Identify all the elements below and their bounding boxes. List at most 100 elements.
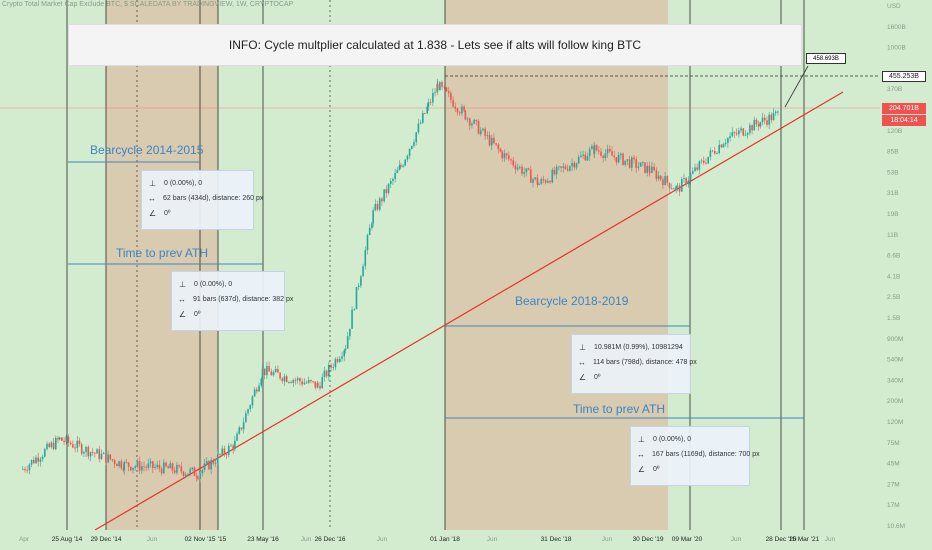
measure-box-4[interactable]: ⊥ 0 (0.00%), 0 ↔ 167 bars (1169d), distanc… bbox=[630, 426, 760, 486]
candle-body bbox=[777, 111, 779, 113]
ath-price-box: 455.253B bbox=[882, 71, 926, 82]
candle-body bbox=[258, 385, 260, 392]
candle-body bbox=[355, 287, 358, 310]
candle-body bbox=[76, 440, 79, 449]
candle-body bbox=[113, 460, 116, 465]
candle-body bbox=[44, 449, 46, 457]
candle-body bbox=[668, 182, 671, 189]
y-tick: 11B bbox=[887, 232, 898, 239]
candle-body bbox=[22, 468, 24, 470]
candle-body bbox=[680, 179, 683, 192]
candle-body bbox=[772, 112, 775, 121]
candle-body bbox=[538, 183, 540, 185]
measure-bars: 114 bars (798d), distance: 478 px bbox=[593, 358, 697, 366]
candle-body bbox=[28, 464, 31, 471]
y-tick: 31B bbox=[887, 190, 899, 197]
x-tick: Apr bbox=[19, 536, 30, 543]
candle-body bbox=[766, 120, 768, 125]
measure-box-3[interactable]: ⊥ 10.981M (0.99%), 10981294 ↔ 114 bars (79… bbox=[571, 334, 697, 394]
candle-body bbox=[613, 155, 616, 158]
y-tick: 900M bbox=[887, 336, 903, 343]
current-price-box: 204.701B bbox=[882, 103, 926, 114]
candle-body bbox=[353, 309, 356, 310]
candle-body bbox=[542, 179, 545, 181]
y-tick: 6.6B bbox=[887, 253, 900, 260]
candle-body bbox=[600, 151, 602, 156]
candle-body bbox=[720, 144, 723, 148]
candle-body bbox=[651, 166, 653, 173]
trendline[interactable] bbox=[94, 91, 844, 531]
candle-body bbox=[713, 150, 716, 154]
candle-body bbox=[26, 470, 28, 471]
measure-box-2[interactable]: ⊥ 0 (0.00%), 0 ↔ 91 bars (637d), distance:… bbox=[171, 271, 293, 331]
candle-body bbox=[673, 188, 675, 190]
candle-body bbox=[199, 473, 201, 479]
candle-body bbox=[635, 159, 638, 168]
candle-body bbox=[203, 463, 206, 470]
candle-body bbox=[268, 365, 270, 372]
y-tick: 1600B bbox=[887, 24, 906, 31]
price-axis[interactable] bbox=[880, 0, 932, 550]
candle-body bbox=[242, 422, 245, 430]
candle-body bbox=[577, 157, 580, 164]
candle-body bbox=[722, 144, 725, 148]
candle-body bbox=[662, 179, 664, 186]
candle-body bbox=[339, 358, 341, 362]
candle-body bbox=[283, 376, 286, 382]
candle-body bbox=[325, 370, 328, 377]
candle-body bbox=[260, 378, 263, 386]
candle-body bbox=[201, 469, 204, 474]
candle-body bbox=[742, 128, 745, 136]
candle-body bbox=[394, 172, 396, 179]
y-tick: 200M bbox=[887, 398, 903, 405]
candle-body bbox=[525, 168, 528, 173]
candle-body bbox=[178, 465, 180, 467]
label-bearcycle-2014: Bearcycle 2014-2015 bbox=[90, 143, 204, 157]
candle-body bbox=[63, 440, 65, 443]
candle-body bbox=[109, 454, 112, 460]
candle-body bbox=[471, 123, 473, 126]
candle-body bbox=[332, 367, 335, 369]
candle-body bbox=[303, 382, 306, 385]
candle-body bbox=[495, 143, 497, 145]
time-axis[interactable] bbox=[0, 530, 880, 550]
candle-body bbox=[729, 136, 731, 139]
candle-body bbox=[628, 159, 631, 168]
candle-body bbox=[547, 181, 549, 183]
candle-body bbox=[523, 172, 526, 174]
candle-body bbox=[65, 436, 68, 443]
candle-body bbox=[400, 165, 402, 167]
candle-body bbox=[562, 166, 565, 168]
candle-body bbox=[314, 381, 317, 388]
candle-body bbox=[46, 443, 48, 450]
candle-body bbox=[249, 405, 252, 410]
candle-body bbox=[733, 132, 736, 134]
candle-body bbox=[468, 118, 471, 126]
candle-body bbox=[334, 359, 337, 368]
candle-body bbox=[272, 372, 275, 376]
candle-body bbox=[107, 454, 109, 463]
candle-body bbox=[173, 470, 176, 473]
candle-body bbox=[336, 359, 339, 362]
candle-body bbox=[604, 153, 607, 159]
measure-box-1[interactable]: ⊥ 0 (0.00%), 0 ↔ 62 bars (434d), distance:… bbox=[141, 170, 263, 230]
candle-body bbox=[50, 442, 53, 448]
candle-body bbox=[383, 189, 385, 202]
candle-body bbox=[424, 113, 426, 114]
candle-body bbox=[602, 155, 605, 159]
x-tick: Jun bbox=[602, 536, 613, 543]
candle-body bbox=[290, 382, 292, 384]
candle-body bbox=[94, 452, 96, 454]
candle-body bbox=[419, 122, 422, 124]
candle-body bbox=[484, 128, 486, 136]
candle-body bbox=[711, 150, 714, 152]
candle-body bbox=[698, 161, 701, 170]
x-tick: Jun bbox=[825, 536, 836, 543]
candle-body bbox=[413, 142, 415, 146]
candle-body bbox=[288, 382, 290, 383]
candle-body bbox=[154, 466, 156, 468]
candle-body bbox=[58, 437, 61, 440]
candle-body bbox=[385, 189, 388, 194]
countdown-box: 18:04:14 bbox=[882, 115, 926, 126]
